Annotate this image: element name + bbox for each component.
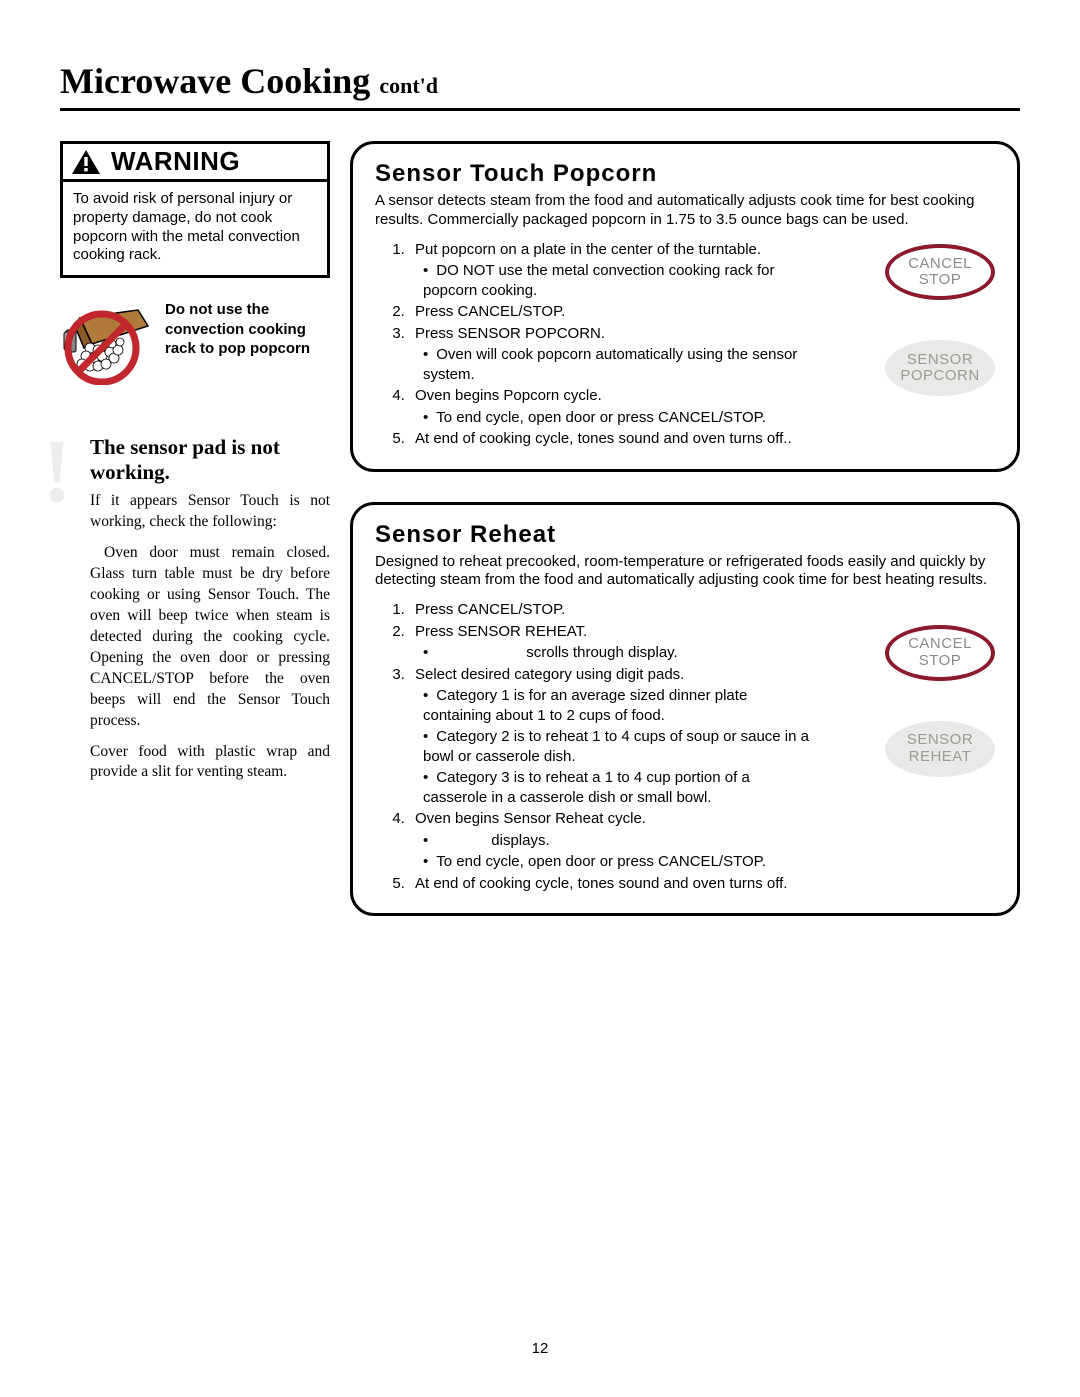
reheat-panel-intro: Designed to reheat precooked, room-tempe…	[375, 553, 995, 591]
cancel-stop-button[interactable]: CANCEL STOP	[885, 244, 995, 300]
list-item: To end cycle, open door or press CANCEL/…	[423, 408, 815, 428]
list-item: scrolls through display.	[423, 643, 815, 663]
reheat-steps: Press CANCEL/STOP. Press SENSOR REHEAT. …	[375, 600, 815, 893]
warning-triangle-icon	[71, 149, 101, 175]
list-item: Category 1 is for an average sized dinne…	[423, 686, 815, 725]
list-item: Put popcorn on a plate in the center of …	[409, 240, 815, 301]
cancel-stop-button[interactable]: CANCEL STOP	[885, 625, 995, 681]
page-title: Microwave Cooking cont'd	[60, 60, 1020, 111]
list-item: displays.	[423, 831, 815, 851]
warning-box: WARNING To avoid risk of personal injury…	[60, 141, 330, 278]
warning-header: WARNING	[60, 141, 330, 182]
sensor-reheat-button[interactable]: SENSOR REHEAT	[885, 721, 995, 777]
popcorn-button-stack: CANCEL STOP SENSOR POPCORN	[885, 244, 995, 396]
page-title-contd: cont'd	[379, 73, 438, 98]
list-item: To end cycle, open door or press CANCEL/…	[423, 852, 815, 872]
warning-text: To avoid risk of personal injury or prop…	[73, 190, 317, 265]
warning-label: WARNING	[111, 146, 240, 177]
list-item: Category 3 is to reheat a 1 to 4 cup por…	[423, 768, 815, 807]
list-item: Category 2 is to reheat 1 to 4 cups of s…	[423, 727, 815, 766]
list-item: Press CANCEL/STOP.	[409, 302, 815, 322]
list-item: Oven begins Sensor Reheat cycle. display…	[409, 809, 815, 872]
tip-p2: Oven door must remain closed. Glass turn…	[90, 543, 330, 731]
left-column: WARNING To avoid risk of personal injury…	[60, 141, 330, 946]
page-title-main: Microwave Cooking	[60, 61, 370, 101]
sensor-popcorn-panel: Sensor Touch Popcorn A sensor detects st…	[350, 141, 1020, 472]
popcorn-panel-intro: A sensor detects steam from the food and…	[375, 192, 995, 230]
tip-body: If it appears Sensor Touch is not workin…	[90, 491, 330, 783]
list-item: At end of cooking cycle, tones sound and…	[409, 874, 815, 894]
tip-title: The sensor pad is not working.	[90, 435, 330, 485]
popcorn-panel-title: Sensor Touch Popcorn	[375, 160, 995, 188]
sensor-reheat-panel: Sensor Reheat Designed to reheat precook…	[350, 502, 1020, 917]
list-item: Press CANCEL/STOP.	[409, 600, 815, 620]
reheat-button-stack: CANCEL STOP SENSOR REHEAT	[885, 625, 995, 777]
list-item: DO NOT use the metal convection cooking …	[423, 261, 815, 300]
tip-p3: Cover food with plastic wrap and provide…	[90, 742, 330, 784]
tip-p1: If it appears Sensor Touch is not workin…	[90, 491, 330, 533]
page-number: 12	[0, 1340, 1080, 1357]
list-item: Oven will cook popcorn automatically usi…	[423, 345, 815, 384]
list-item: Press SENSOR REHEAT. scrolls through dis…	[409, 622, 815, 663]
list-item: Press SENSOR POPCORN. Oven will cook pop…	[409, 324, 815, 385]
list-item: Select desired category using digit pads…	[409, 665, 815, 808]
popcorn-rack-note: Do not use the convection cooking rack t…	[60, 300, 330, 385]
popcorn-prohibit-icon	[60, 300, 155, 385]
list-item: At end of cooking cycle, tones sound and…	[409, 429, 815, 449]
sensor-popcorn-button[interactable]: SENSOR POPCORN	[885, 340, 995, 396]
list-item: Oven begins Popcorn cycle. To end cycle,…	[409, 386, 815, 427]
reheat-panel-title: Sensor Reheat	[375, 521, 995, 549]
exclamation-icon: !	[42, 427, 72, 517]
popcorn-steps: Put popcorn on a plate in the center of …	[375, 240, 815, 449]
troubleshoot-tip: ! The sensor pad is not working. If it a…	[60, 435, 330, 783]
popcorn-caption: Do not use the convection cooking rack t…	[165, 300, 330, 359]
right-column: Sensor Touch Popcorn A sensor detects st…	[350, 141, 1020, 946]
